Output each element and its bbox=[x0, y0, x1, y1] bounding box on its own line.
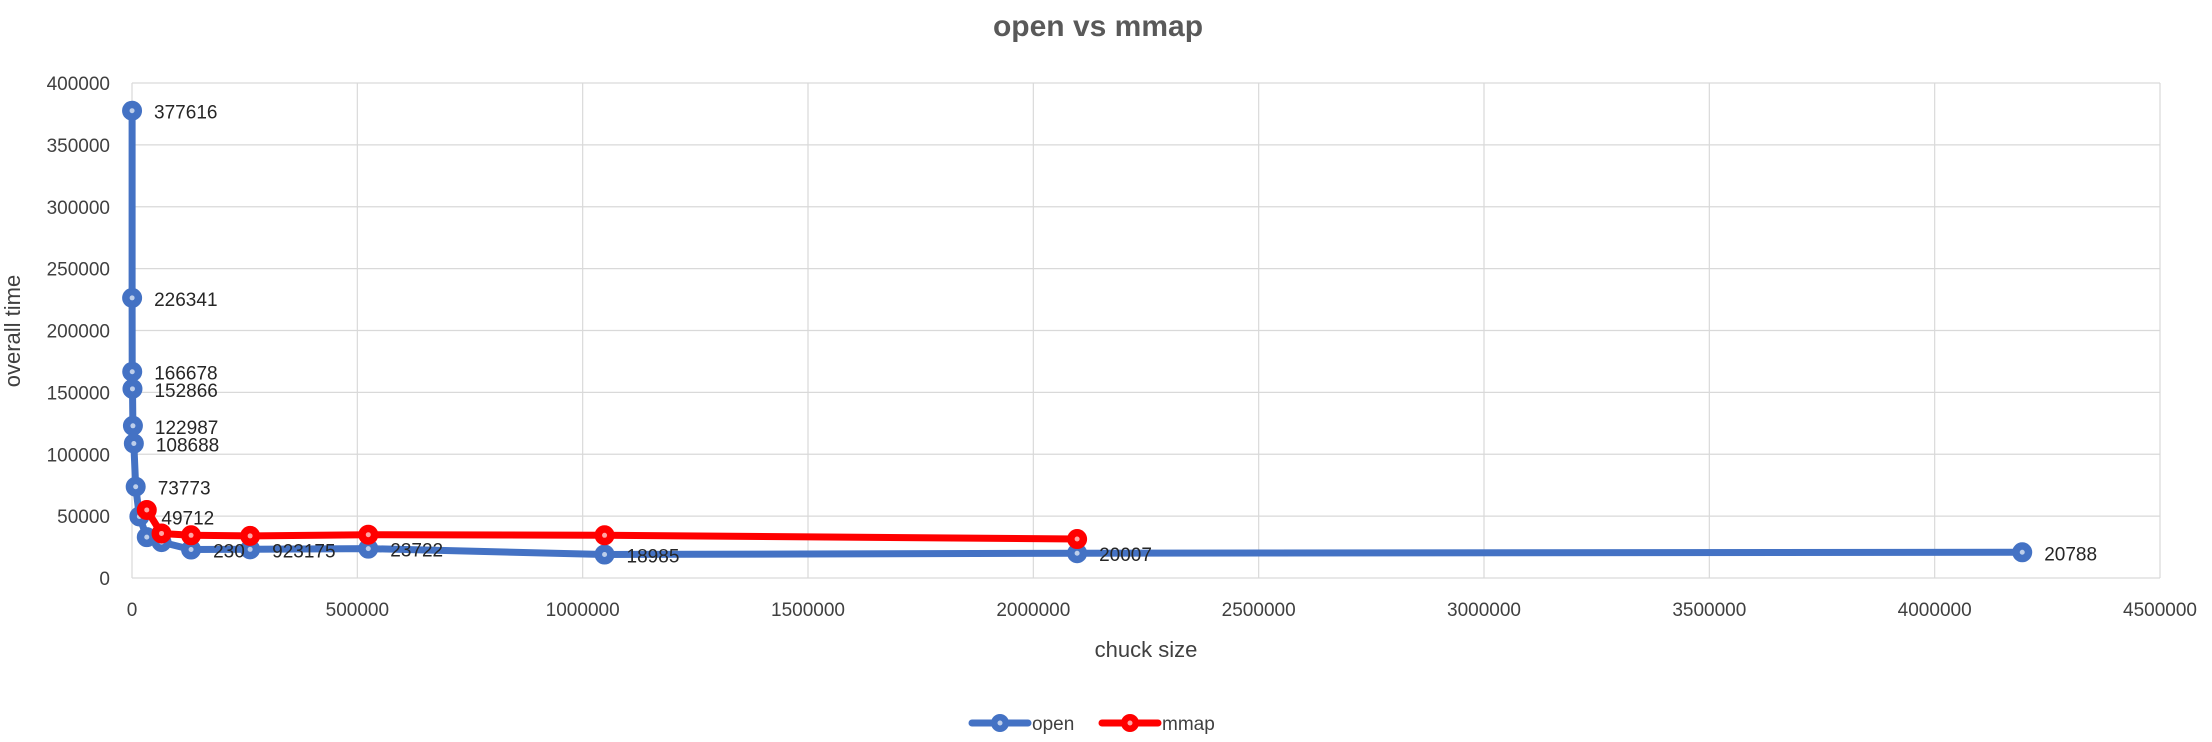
x-tick-label: 3000000 bbox=[1447, 600, 1521, 621]
chart-title: open vs mmap bbox=[993, 10, 1203, 43]
x-tick-label: 2500000 bbox=[1222, 600, 1296, 621]
y-tick-label: 200000 bbox=[47, 322, 110, 343]
open-point-highlight bbox=[129, 108, 135, 114]
open-point-highlight bbox=[131, 440, 137, 446]
mmap-point-highlight bbox=[159, 530, 165, 536]
open-point-highlight bbox=[188, 547, 194, 553]
open-point-highlight bbox=[247, 546, 253, 552]
y-tick-label: 350000 bbox=[47, 136, 110, 157]
x-tick-label: 500000 bbox=[326, 600, 389, 621]
x-tick-label: 2000000 bbox=[996, 600, 1070, 621]
y-tick-label: 300000 bbox=[47, 198, 110, 219]
y-tick-label: 100000 bbox=[47, 445, 110, 466]
y-axis-ticks: 0 50000 100000 150000 200000 250000 300000 3500… bbox=[47, 74, 110, 590]
data-label: 230 bbox=[213, 542, 245, 563]
data-label: 73773 bbox=[158, 479, 211, 500]
open-point-highlight bbox=[129, 369, 135, 375]
data-label: 20007 bbox=[1099, 545, 1152, 566]
legend-swatch-highlight bbox=[997, 720, 1003, 726]
legend-label: open bbox=[1032, 714, 1074, 735]
open-point-highlight bbox=[365, 546, 371, 552]
x-axis-title: chuck size bbox=[1095, 637, 1198, 662]
open-point-highlight bbox=[133, 484, 139, 490]
y-tick-label: 250000 bbox=[47, 260, 110, 281]
x-axis-ticks: 0 500000 1000000 1500000 2000000 2500000 30000… bbox=[127, 600, 2197, 621]
mmap-point-highlight bbox=[365, 532, 371, 538]
x-tick-label: 1000000 bbox=[546, 600, 620, 621]
open-line bbox=[128, 107, 2026, 558]
open-point-highlight bbox=[130, 423, 136, 429]
open-point-highlight bbox=[2019, 549, 2025, 555]
legend-swatch-highlight bbox=[1127, 720, 1133, 726]
data-label: 166678 bbox=[154, 364, 217, 385]
data-label: 226341 bbox=[154, 290, 217, 311]
legend-label: mmap bbox=[1162, 714, 1215, 735]
open-point-highlight bbox=[1074, 550, 1080, 556]
mmap-point-highlight bbox=[1074, 536, 1080, 542]
x-tick-label: 0 bbox=[127, 600, 138, 621]
y-tick-label: 0 bbox=[99, 569, 110, 590]
data-label: 18985 bbox=[627, 547, 680, 568]
series-open bbox=[122, 100, 2033, 565]
mmap-point-highlight bbox=[602, 532, 608, 538]
data-label: 23722 bbox=[390, 541, 443, 562]
open-point-highlight bbox=[144, 534, 150, 540]
mmap-point-highlight bbox=[247, 533, 253, 539]
series-mmap bbox=[136, 499, 1088, 550]
data-label: 20788 bbox=[2044, 544, 2097, 565]
y-tick-label: 400000 bbox=[47, 74, 110, 95]
mmap-point-highlight bbox=[188, 532, 194, 538]
y-axis-title: overall time bbox=[0, 275, 25, 387]
x-tick-label: 3500000 bbox=[1672, 600, 1746, 621]
mmap-point-highlight bbox=[144, 507, 150, 513]
series-layer bbox=[122, 100, 2033, 565]
data-label: 108688 bbox=[156, 435, 219, 456]
legend-item-open[interactable]: open bbox=[968, 714, 1074, 735]
data-label: 122987 bbox=[155, 418, 218, 439]
legend[interactable]: open mmap bbox=[968, 714, 1215, 735]
y-tick-label: 150000 bbox=[47, 383, 110, 404]
x-tick-label: 1500000 bbox=[771, 600, 845, 621]
open-point-highlight bbox=[129, 386, 135, 392]
data-label: 377616 bbox=[154, 103, 217, 124]
open-point-highlight bbox=[602, 552, 608, 558]
x-tick-label: 4000000 bbox=[1898, 600, 1972, 621]
data-label: 49712 bbox=[161, 508, 214, 529]
data-label: 152866 bbox=[154, 381, 217, 402]
data-label: 923175 bbox=[272, 541, 335, 562]
legend-item-mmap[interactable]: mmap bbox=[1098, 714, 1215, 735]
x-tick-label: 4500000 bbox=[2123, 600, 2197, 621]
open-point-highlight bbox=[129, 295, 135, 301]
y-tick-label: 50000 bbox=[57, 507, 110, 528]
gridlines bbox=[131, 82, 2161, 579]
